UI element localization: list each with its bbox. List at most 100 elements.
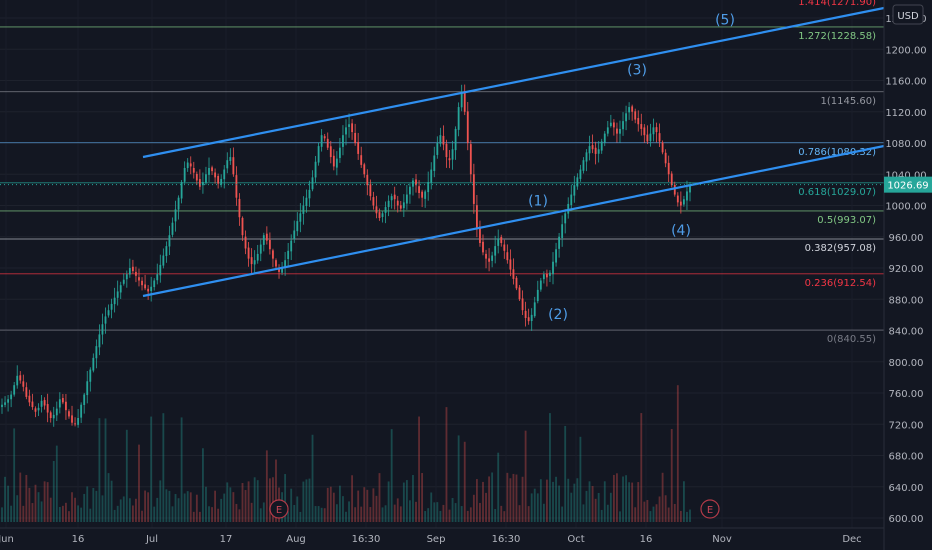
x-tick-label: 16:30 — [492, 534, 521, 545]
volume-bar — [238, 509, 241, 522]
volume-bar — [402, 482, 405, 522]
candle-body — [542, 274, 545, 280]
volume-bar — [46, 482, 49, 522]
volume-bar — [491, 472, 494, 522]
candle-body — [16, 375, 19, 386]
candle-body — [311, 177, 314, 190]
volume-bar — [198, 511, 201, 522]
candle-body — [122, 279, 125, 284]
candle-body — [244, 236, 247, 249]
candle-body — [205, 174, 207, 183]
y-tick-label: 1120.00 — [885, 108, 926, 119]
volume-bar — [68, 511, 70, 522]
candle-body — [256, 253, 259, 261]
earnings-marker-circle[interactable] — [700, 499, 720, 519]
volume-bar — [43, 481, 46, 522]
candle-body — [308, 189, 311, 199]
candle-body — [536, 289, 539, 302]
volume-bar — [58, 506, 61, 522]
candle-body — [509, 259, 512, 270]
candle-body — [162, 255, 165, 266]
volume-bar — [345, 511, 347, 522]
volume-bar — [153, 506, 156, 522]
volume-bar — [600, 509, 603, 522]
candle-body — [564, 213, 567, 224]
volume-bar — [625, 475, 627, 522]
candle-body — [686, 191, 688, 201]
candle-body — [488, 258, 490, 262]
candle-body — [555, 249, 557, 263]
candle-body — [317, 146, 320, 163]
volume-bar — [509, 478, 512, 522]
volume-bar — [649, 511, 652, 522]
volume-bar — [141, 510, 143, 522]
candle-body — [393, 194, 396, 200]
trend-channel[interactable] — [142, 6, 885, 298]
candle-body — [335, 158, 338, 168]
candle-body — [427, 182, 430, 193]
candle-body — [631, 106, 634, 112]
currency-label: USD — [897, 11, 919, 22]
volume-bar — [290, 488, 293, 522]
volume-bar — [439, 510, 442, 522]
candle-body — [472, 174, 475, 204]
candle-body — [314, 161, 317, 178]
earnings-marker-circle[interactable] — [269, 499, 289, 519]
candle-body — [576, 177, 579, 187]
wave-labels: (1) (2) (3) (4) (5) — [528, 12, 735, 323]
candle-body — [61, 398, 64, 403]
volume-bar — [214, 490, 217, 522]
volume-bar — [606, 504, 609, 522]
volume-bar — [241, 483, 244, 522]
volume-bar — [71, 492, 73, 522]
currency-badge[interactable]: USD — [892, 4, 924, 25]
candle-body — [597, 149, 600, 154]
candle-body — [606, 127, 609, 134]
candle-body — [131, 266, 134, 272]
candle-body — [278, 267, 280, 272]
candle-body — [262, 235, 265, 245]
candle-body — [588, 146, 591, 154]
candle-body — [332, 155, 335, 167]
volume-bar — [268, 478, 271, 522]
candle-body — [192, 167, 195, 173]
candle-body — [409, 186, 411, 195]
candle-body — [253, 260, 256, 265]
channel-upper-line[interactable] — [142, 6, 885, 159]
candle-body — [667, 162, 670, 175]
volume-bar — [332, 492, 335, 522]
candle-body — [357, 142, 360, 154]
volume-bar — [211, 507, 213, 522]
volume-bar — [220, 498, 223, 522]
candle-body — [500, 237, 503, 243]
channel-lower-line[interactable] — [142, 144, 885, 298]
volume-bar — [399, 506, 402, 522]
candle-body — [229, 157, 232, 161]
fib-label-1: 1(1145.60) — [820, 96, 876, 107]
volume-bar — [597, 493, 600, 522]
candle-body — [153, 280, 156, 288]
volume-bar — [287, 511, 290, 522]
volume-bar — [186, 491, 189, 522]
last-price-label: 1026.69 — [887, 181, 928, 192]
candle-body — [211, 167, 213, 172]
volume-bar — [357, 490, 360, 522]
volume-bar — [472, 494, 475, 522]
volume-bar — [609, 492, 612, 522]
volume-bar — [317, 506, 320, 522]
fib-label-0.618: 0.618(1029.07) — [798, 187, 876, 198]
candle-body — [518, 287, 521, 300]
candle-body — [600, 141, 603, 151]
volume-bar — [171, 506, 174, 522]
last-price-badge: 1026.69 — [0, 176, 932, 193]
x-tick-label: Nov — [712, 534, 732, 545]
candle-body — [491, 255, 494, 261]
candle-body — [448, 158, 451, 161]
candle-body — [284, 260, 287, 268]
candle-body — [77, 418, 80, 425]
volume-bar — [122, 496, 125, 522]
candle-body — [177, 197, 180, 210]
volume-bar — [488, 476, 490, 522]
